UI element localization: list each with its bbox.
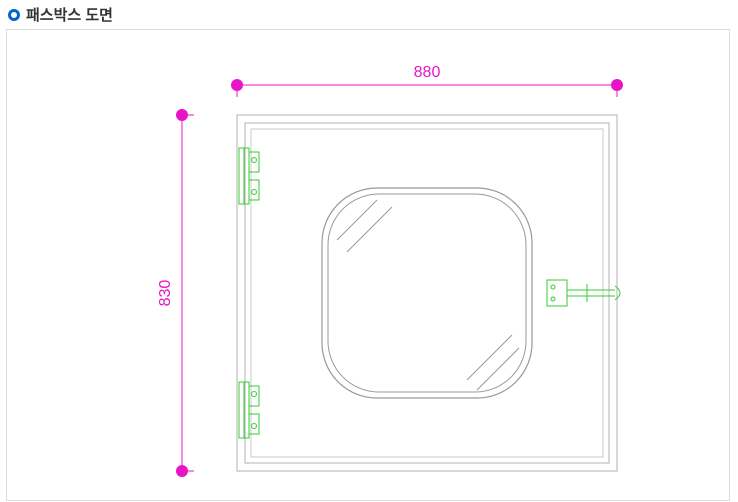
- dim-width-label: 880: [414, 64, 441, 81]
- box-door: [245, 123, 609, 463]
- section-header: 패스박스 도면: [0, 0, 738, 27]
- hinge: [239, 148, 259, 204]
- bullet-icon: [8, 9, 20, 21]
- hinge: [239, 382, 259, 438]
- dim-height-label: 830: [157, 280, 174, 307]
- drawing-svg: 880 830: [7, 30, 731, 502]
- box-inner: [251, 129, 603, 457]
- drawing-frame: 880 830: [6, 29, 730, 501]
- section-title: 패스박스 도면: [26, 4, 113, 25]
- window-inner: [328, 194, 526, 392]
- box-outer: [237, 115, 617, 471]
